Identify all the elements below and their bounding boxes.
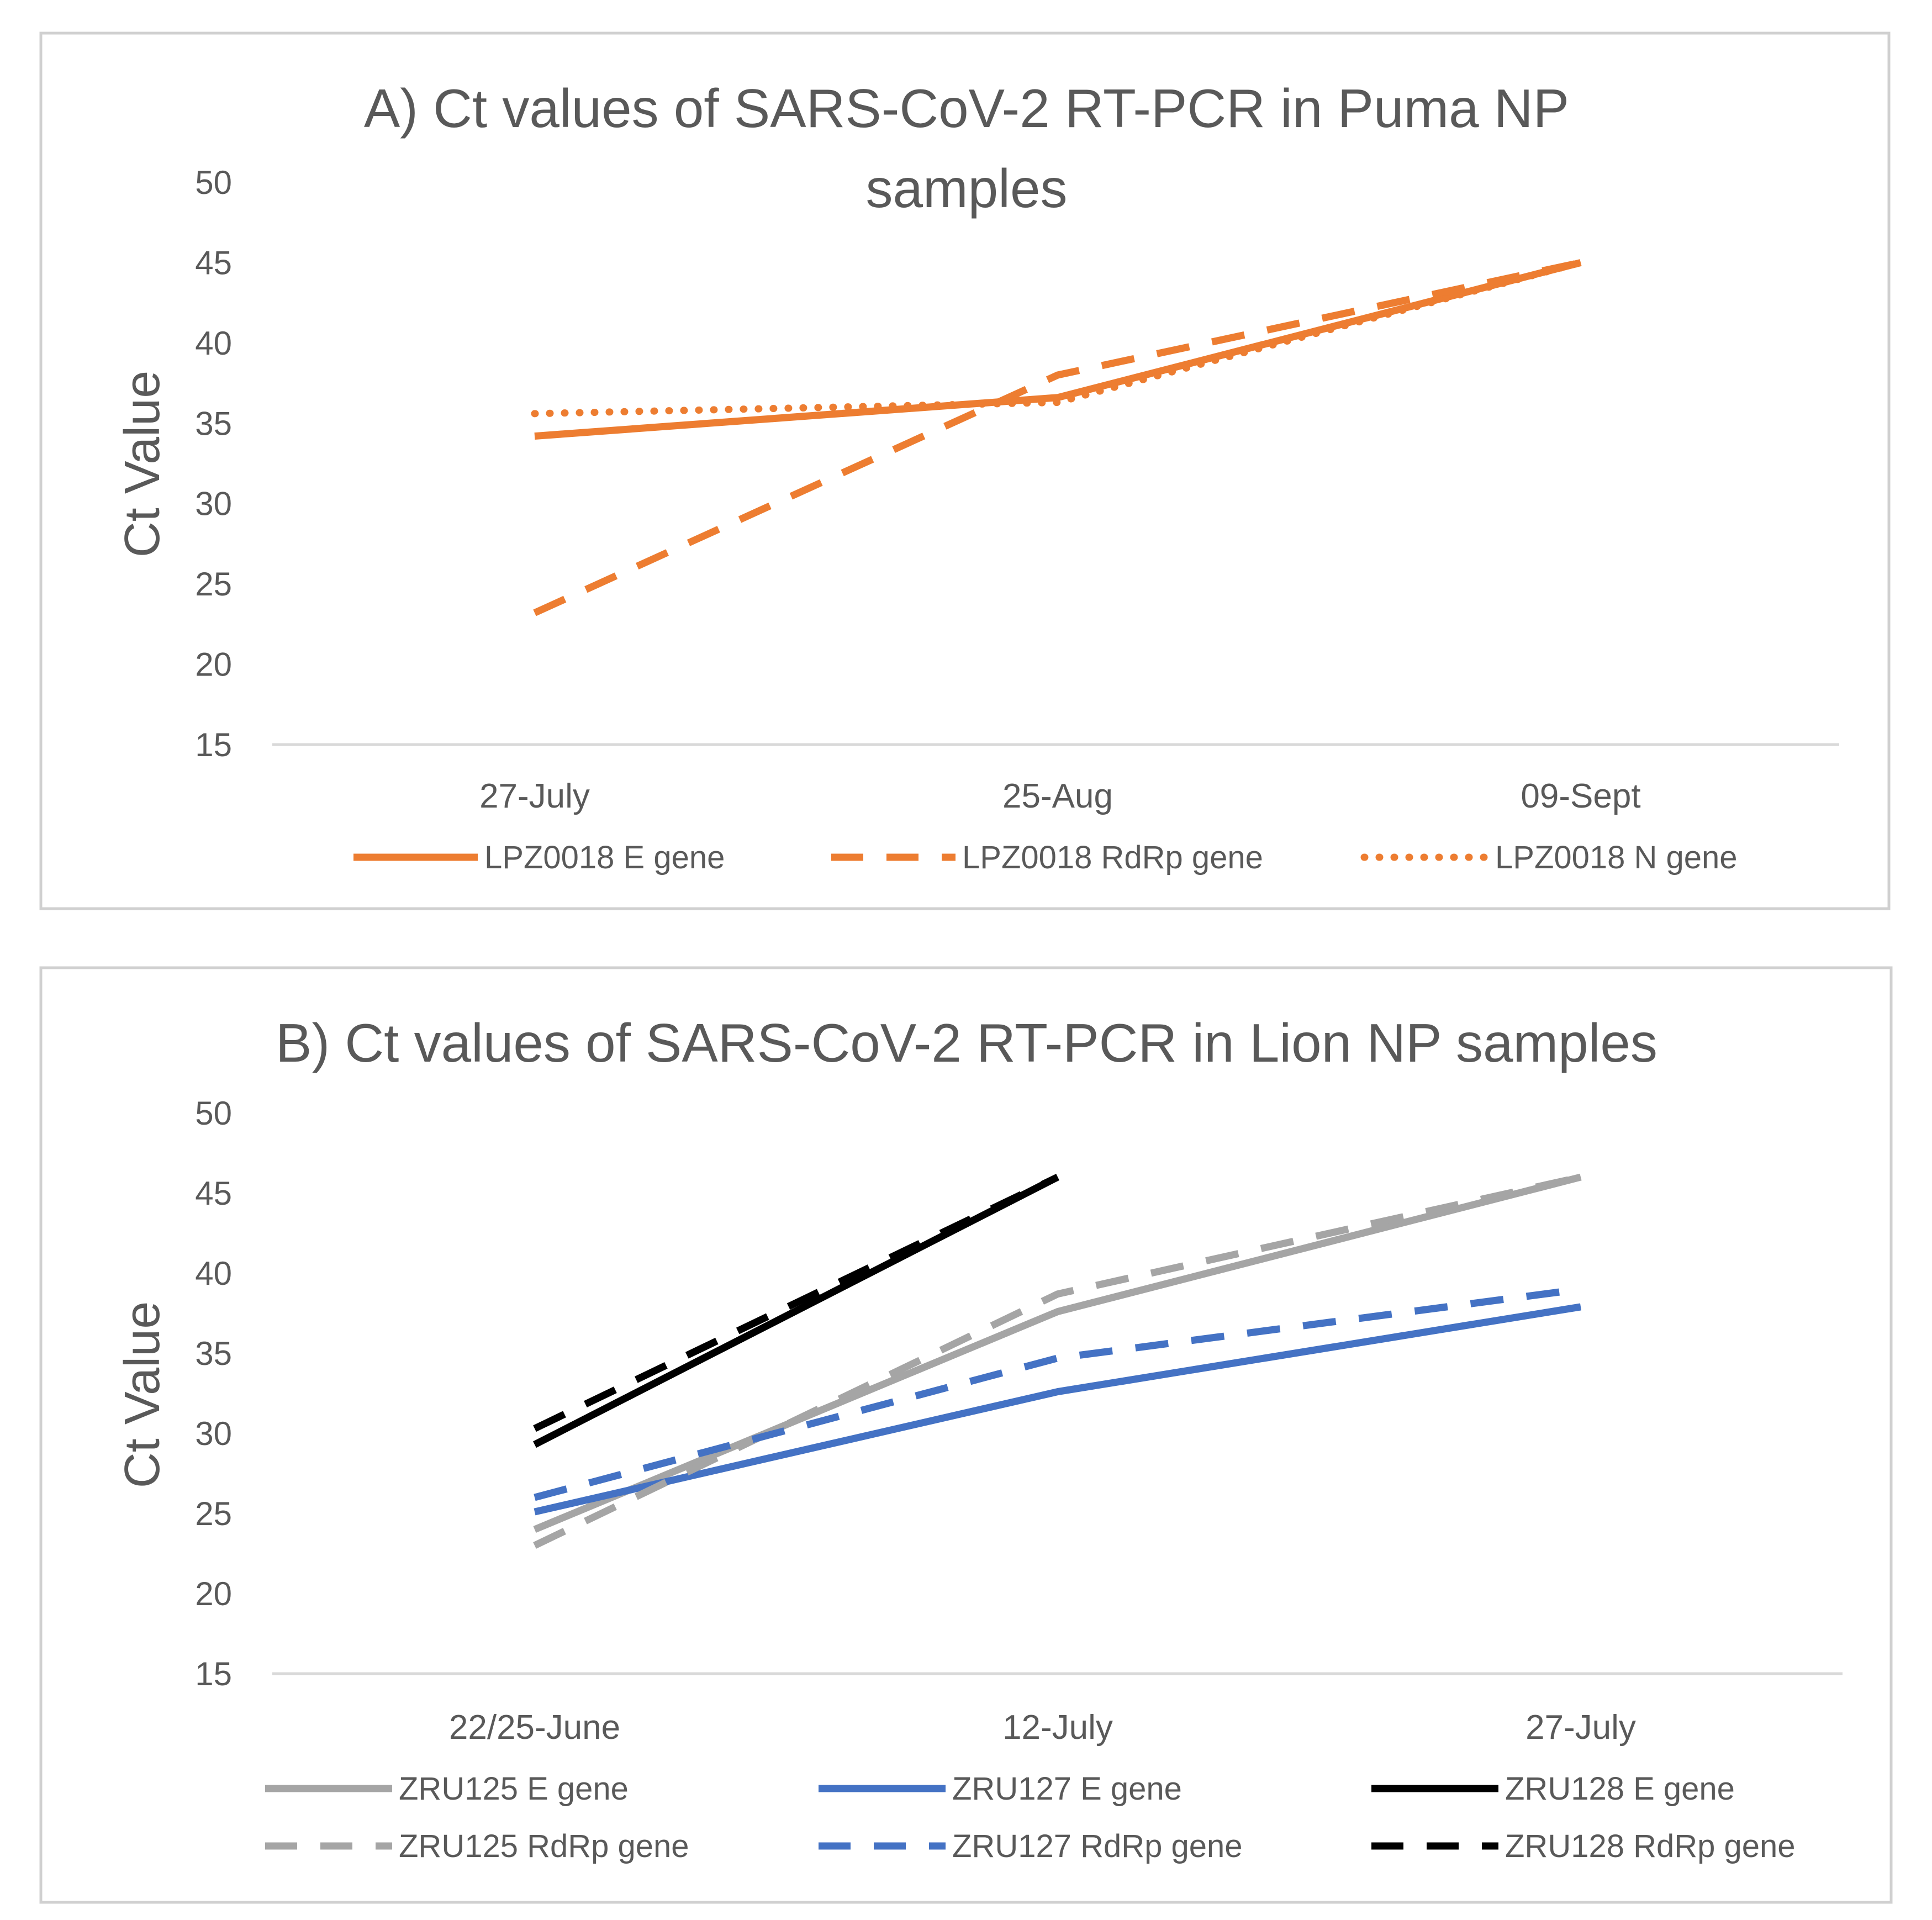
y-tick-label: 20 xyxy=(195,1575,232,1612)
y-tick-label: 25 xyxy=(195,566,232,603)
chart-title-line-1: A) Ct values of SARS-CoV-2 RT-PCR in Pum… xyxy=(364,78,1569,139)
legend-label: LPZ0018 RdRp gene xyxy=(962,840,1263,875)
chart-title-line-2: samples xyxy=(866,158,1068,219)
y-tick-label: 45 xyxy=(195,244,232,281)
chart-frame xyxy=(39,966,1893,1904)
series-line-lpz0018-rdrp-gene xyxy=(533,259,1582,616)
y-tick-label: 20 xyxy=(195,646,232,683)
legend-label: ZRU127 E gene xyxy=(952,1771,1182,1807)
x-axis-ticks: 22/25-June 12-July 27-July xyxy=(449,1708,1636,1747)
legend: LPZ0018 E gene LPZ0018 RdRp gene LPZ0018 N… xyxy=(353,840,1738,875)
y-tick-label: 45 xyxy=(195,1175,232,1212)
series-line-zru127-rdrp-gene xyxy=(534,1285,1581,1501)
y-axis-ticks: 15 20 25 30 35 40 45 50 xyxy=(195,164,232,763)
series-line-lpz0018-n-gene xyxy=(531,259,1585,418)
legend-label: ZRU127 RdRp gene xyxy=(952,1828,1243,1864)
series-line-lpz0018-e-gene xyxy=(534,259,1582,440)
y-axis-label: Ct Value xyxy=(115,371,170,558)
y-tick-label: 25 xyxy=(195,1495,232,1532)
x-tick-label: 25-Aug xyxy=(1002,777,1113,815)
chart-panel-a: A) Ct values of SARS-CoV-2 RT-PCR in Pum… xyxy=(39,31,1891,910)
x-tick-label: 27-July xyxy=(479,777,590,815)
chart-frame xyxy=(39,31,1891,910)
series-line-zru125-rdrp-gene xyxy=(533,1173,1582,1549)
x-axis-ticks: 27-July 25-Aug 09-Sept xyxy=(479,777,1641,815)
series-group xyxy=(531,259,1585,616)
y-tick-label: 15 xyxy=(195,726,232,763)
series-group xyxy=(533,1173,1582,1549)
series-line-zru125-e-gene xyxy=(533,1173,1582,1533)
legend-label: ZRU125 E gene xyxy=(399,1771,629,1807)
legend: ZRU125 E gene ZRU127 E gene ZRU128 E gene Z… xyxy=(265,1771,1796,1864)
legend-label: ZRU128 RdRp gene xyxy=(1505,1828,1796,1864)
legend-label: LPZ0018 E gene xyxy=(484,840,725,875)
y-axis-ticks: 15 20 25 30 35 40 45 50 xyxy=(195,1095,232,1692)
y-axis-label: Ct Value xyxy=(115,1301,170,1489)
y-tick-label: 35 xyxy=(195,405,232,442)
y-tick-label: 40 xyxy=(195,1255,232,1292)
y-tick-label: 40 xyxy=(195,325,232,362)
series-line-zru127-e-gene xyxy=(534,1303,1582,1516)
y-tick-label: 30 xyxy=(195,486,232,523)
y-tick-label: 15 xyxy=(195,1655,232,1692)
chart-title-line-1: B) Ct values of SARS-CoV-2 RT-PCR in Lio… xyxy=(276,1012,1657,1073)
y-tick-label: 50 xyxy=(195,164,232,201)
y-tick-label: 30 xyxy=(195,1415,232,1452)
y-tick-label: 50 xyxy=(195,1095,232,1132)
legend-label: ZRU125 RdRp gene xyxy=(399,1828,689,1864)
chart-panel-b: B) Ct values of SARS-CoV-2 RT-PCR in Lio… xyxy=(39,966,1893,1904)
x-tick-label: 12-July xyxy=(1002,1708,1113,1747)
x-tick-label: 22/25-June xyxy=(449,1708,620,1747)
legend-label: ZRU128 E gene xyxy=(1505,1771,1735,1807)
legend-label: LPZ0018 N gene xyxy=(1495,840,1738,875)
y-tick-label: 35 xyxy=(195,1335,232,1372)
series-line-zru128-rdrp-gene xyxy=(533,1174,1059,1432)
x-tick-label: 27-July xyxy=(1525,1708,1636,1747)
x-tick-label: 09-Sept xyxy=(1521,777,1640,815)
